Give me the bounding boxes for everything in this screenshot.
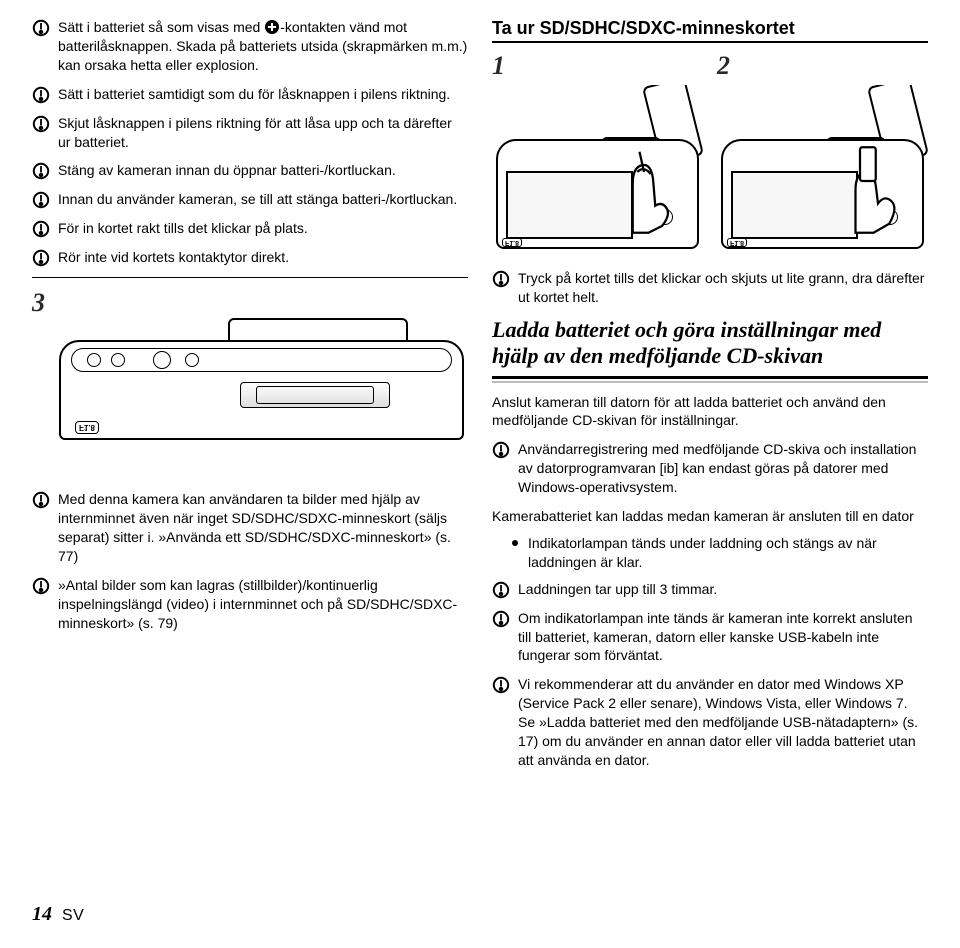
caution-note: »Antal bilder som kan lagras (stillbilde… xyxy=(32,576,468,633)
plus-contact-icon xyxy=(265,20,279,34)
caution-text: Sätt i batteriet så som visas med -konta… xyxy=(58,18,468,75)
step-3: 3 F1.8 xyxy=(32,288,468,478)
note-pre: Sätt i batteriet så som visas med xyxy=(58,19,264,35)
caution-text: Innan du använder kameran, se till att s… xyxy=(58,190,468,209)
intro-paragraph: Anslut kameran till datorn för att ladda… xyxy=(492,393,928,431)
caution-text: Med denna kamera kan användaren ta bilde… xyxy=(58,490,468,566)
hand-icon xyxy=(609,145,679,235)
step-2-panel: 2 F1.8 xyxy=(717,51,928,255)
exclamation-icon xyxy=(32,115,50,133)
caution-text: Vi rekommenderar att du använder en dato… xyxy=(518,675,928,769)
caution-text: För in kortet rakt tills det klickar på … xyxy=(58,219,468,238)
caution-text: Skjut låsknappen i pilens riktning för a… xyxy=(58,114,468,152)
caution-note: Innan du använder kameran, se till att s… xyxy=(32,190,468,209)
exclamation-icon xyxy=(32,491,50,509)
caution-note: Om indikatorlampan inte tänds är kameran… xyxy=(492,609,928,666)
exclamation-icon xyxy=(492,581,510,599)
caution-text: Rör inte vid kortets kontaktytor direkt. xyxy=(58,248,468,267)
exclamation-icon xyxy=(492,610,510,628)
hand-icon xyxy=(834,145,904,235)
lens-badge: F1.8 xyxy=(502,238,522,247)
exclamation-icon xyxy=(32,220,50,238)
exclamation-icon xyxy=(32,249,50,267)
exclamation-icon xyxy=(32,191,50,209)
caution-note: Skjut låsknappen i pilens riktning för a… xyxy=(32,114,468,152)
subhead: Kamerabatteriet kan laddas medan kameran… xyxy=(492,507,928,526)
caution-text: Stäng av kameran innan du öppnar batteri… xyxy=(58,161,468,180)
camera-illustration-1: F1.8 xyxy=(492,85,703,255)
bullet-item: Indikatorlampan tänds under laddning och… xyxy=(512,534,928,572)
step-1-panel: 1 F1.8 xyxy=(492,51,703,255)
caution-note: Sätt i batteriet samtidigt som du för lå… xyxy=(32,85,468,104)
left-column: Sätt i batteriet så som visas med -konta… xyxy=(32,18,468,780)
exclamation-icon xyxy=(32,577,50,595)
caution-text: Laddningen tar upp till 3 timmar. xyxy=(518,580,928,599)
remove-card-steps: 1 F1.8 2 xyxy=(492,51,928,255)
step-number: 1 xyxy=(492,51,703,81)
divider xyxy=(32,277,468,278)
caution-text: »Antal bilder som kan lagras (stillbilde… xyxy=(58,576,468,633)
caution-note: Laddningen tar upp till 3 timmar. xyxy=(492,580,928,599)
caution-text: Användarregistrering med medföljande CD-… xyxy=(518,440,928,497)
step-number: 3 xyxy=(32,288,45,318)
exclamation-icon xyxy=(492,676,510,694)
caution-note: Användarregistrering med medföljande CD-… xyxy=(492,440,928,497)
exclamation-icon xyxy=(32,162,50,180)
page-number: 14 xyxy=(32,903,52,926)
exclamation-icon xyxy=(32,86,50,104)
right-column: Ta ur SD/SDHC/SDXC-minneskortet 1 F1.8 xyxy=(492,18,928,780)
page-columns: Sätt i batteriet så som visas med -konta… xyxy=(0,0,960,780)
bullet-text: Indikatorlampan tänds under laddning och… xyxy=(528,534,928,572)
lens-badge: F1.8 xyxy=(75,421,99,434)
caution-text: Sätt i batteriet samtidigt som du för lå… xyxy=(58,85,468,104)
caution-note: Sätt i batteriet så som visas med -konta… xyxy=(32,18,468,75)
lens-badge: F1.8 xyxy=(727,238,747,247)
caution-note: För in kortet rakt tills det klickar på … xyxy=(32,219,468,238)
bullet-dot-icon xyxy=(512,540,518,546)
caution-note: Tryck på kortet tills det klickar och sk… xyxy=(492,269,928,307)
caution-text: Tryck på kortet tills det klickar och sk… xyxy=(518,269,928,307)
caution-note: Vi rekommenderar att du använder en dato… xyxy=(492,675,928,769)
caution-note: Rör inte vid kortets kontaktytor direkt. xyxy=(32,248,468,267)
exclamation-icon xyxy=(32,19,50,37)
step-number: 2 xyxy=(717,51,928,81)
remove-card-heading: Ta ur SD/SDHC/SDXC-minneskortet xyxy=(492,18,928,43)
camera-illustration-2: F1.8 xyxy=(717,85,928,255)
camera-top-illustration: F1.8 xyxy=(55,288,468,478)
caution-note: Stäng av kameran innan du öppnar batteri… xyxy=(32,161,468,180)
charge-settings-heading: Ladda batteriet och göra inställningar m… xyxy=(492,317,928,379)
exclamation-icon xyxy=(492,270,510,288)
page-footer: 14 SV xyxy=(32,903,84,926)
caution-note: Med denna kamera kan användaren ta bilde… xyxy=(32,490,468,566)
language-code: SV xyxy=(62,907,84,925)
caution-text: Om indikatorlampan inte tänds är kameran… xyxy=(518,609,928,666)
exclamation-icon xyxy=(492,441,510,459)
